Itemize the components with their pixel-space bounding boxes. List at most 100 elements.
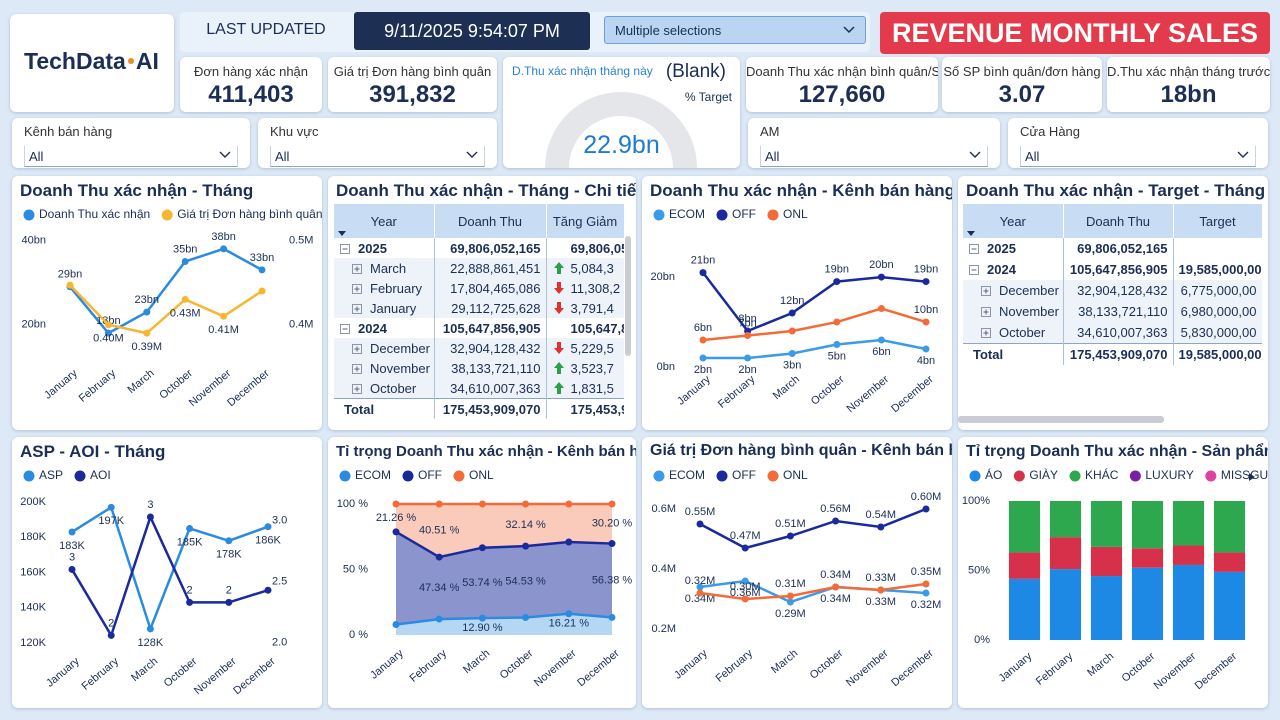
row-label: Total [334, 398, 435, 419]
cell: 105,647,856,905 [434, 318, 547, 338]
cell: 17,804,465,086 [434, 278, 547, 298]
cell: 69,806,052,165 [1063, 238, 1174, 259]
scrollbar[interactable] [625, 236, 631, 356]
filter-dropdown[interactable]: All [760, 146, 988, 167]
cell [1173, 238, 1262, 259]
cell: 105,647,856,905 [1063, 259, 1174, 280]
row-label: 2024 [334, 318, 435, 338]
chart-title: ASP - AOI - Tháng [20, 442, 166, 461]
sort-icon[interactable] [338, 231, 346, 236]
chart-title: Tỉ trọng Doanh Thu xác nhận - Kênh bán h… [336, 443, 636, 460]
row-label-text: 2024 [987, 262, 1016, 277]
cell-text: 19,585,000,00 [1178, 347, 1262, 362]
gauge-label: D.Thu xác nhận tháng này [512, 64, 653, 78]
table-panel: Doanh Thu xác nhận - Tháng - Chi tiết Ye… [328, 176, 636, 430]
expand-icon[interactable] [352, 283, 362, 294]
trend-arrow [553, 361, 564, 374]
expand-icon[interactable] [981, 307, 991, 317]
logo-dot [127, 58, 134, 64]
chart-title: Doanh Thu xác nhận - Kênh bán hàng [650, 181, 952, 200]
cell: 1,831,5 [546, 378, 624, 399]
filter-label: AM [760, 124, 780, 139]
collapse-icon[interactable] [969, 265, 979, 275]
chart-panel: Giá trị Đơn hàng bình quân - Kênh bán hà… [642, 437, 952, 708]
expand-icon[interactable] [352, 263, 362, 274]
filter-value: All [29, 149, 44, 164]
expand-icon[interactable] [352, 383, 362, 394]
filter-dropdown[interactable]: All [24, 146, 238, 167]
row-label: October [963, 322, 1064, 344]
row-label: December [334, 338, 435, 358]
cell: 69,806,052,165 [434, 238, 547, 258]
cell: 34,610,007,363 [434, 378, 547, 399]
legend-more[interactable] [1248, 472, 1256, 482]
scrollbar[interactable] [958, 416, 1164, 423]
filter: Kênh bán hàng All [12, 118, 250, 168]
kpi-card: Số SP bình quân/đơn hàng 3.07 [942, 57, 1102, 112]
filter-label: Cửa Hàng [1020, 124, 1081, 139]
expand-icon[interactable] [352, 343, 362, 354]
collapse-icon[interactable] [340, 243, 350, 254]
expand-icon[interactable] [352, 363, 362, 374]
expand-icon[interactable] [981, 328, 991, 338]
cell: 19,585,000,00 [1173, 259, 1262, 280]
selection-text: Multiple selections [615, 23, 722, 38]
cell-text: 38,133,721,110 [451, 360, 541, 376]
column-header: Doanh Thu [434, 204, 547, 238]
filter-dropdown[interactable]: All [1020, 146, 1256, 167]
cell: 5,830,000,00 [1173, 322, 1262, 344]
expand-icon[interactable] [352, 303, 362, 314]
row-label: February [334, 278, 435, 298]
cell-text: 34,610,007,363 [1077, 325, 1168, 340]
filter-value: All [275, 149, 290, 164]
logo: TechData AI [24, 48, 159, 75]
filter: AM All [748, 118, 1000, 168]
chevron [466, 151, 478, 158]
gauge-card: D.Thu xác nhận tháng này (Blank) % Targe… [503, 57, 740, 168]
cell-text: 3,523,7 [570, 360, 614, 376]
column-header: Target [1173, 204, 1262, 238]
chart-panel: Doanh Thu xác nhận - Tháng [12, 176, 322, 430]
row-label: 2025 [963, 238, 1064, 259]
row-label-text: 2025 [987, 241, 1016, 256]
cell-text: 22,888,861,451 [450, 260, 541, 276]
sort-icon[interactable] [967, 231, 975, 236]
row-label-text: December [999, 283, 1059, 298]
kpi-card: Giá trị Đơn hàng bình quân 391,832 [328, 57, 497, 112]
filter-dropdown[interactable]: All [270, 146, 485, 167]
row-label: Total [963, 343, 1064, 365]
cell-text: 5,229,5 [570, 340, 614, 356]
header-row: Year Doanh Thu Tăng Giảm [334, 204, 624, 238]
table-title: Doanh Thu xác nhận - Tháng - Chi tiết [336, 181, 636, 200]
cell: 34,610,007,363 [1063, 322, 1174, 344]
chart-title: Tỉ trọng Doanh Thu xác nhận - Sản phẩm [966, 443, 1268, 460]
column-header: Year [963, 204, 1064, 238]
row-label-text: November [370, 360, 430, 376]
group-row: 2025 69,806,052,165 [963, 238, 1262, 259]
table-row: November 38,133,721,110 6,980,000,00 [963, 301, 1262, 322]
cell-text: 69,806,052,165 [450, 240, 541, 256]
row-label: March [334, 258, 435, 278]
cell-text: 3,791,4 [570, 300, 614, 316]
cell-text: 17,804,465,086 [450, 280, 541, 296]
trend-arrow [553, 301, 564, 314]
chevron [1237, 151, 1249, 158]
kpi-label: Doanh Thu xác nhận bình quân/SP [746, 64, 938, 79]
table-panel: Doanh Thu xác nhận - Target - Tháng Year… [958, 176, 1268, 430]
collapse-icon[interactable] [969, 244, 979, 254]
cell: 19,585,000,00 [1173, 343, 1262, 365]
column-header: Doanh Thu [1063, 204, 1174, 238]
row-label-text: November [999, 304, 1059, 319]
column-header: Year [334, 204, 435, 238]
chart-title: Giá trị Đơn hàng bình quân - Kênh bán hà… [650, 442, 952, 459]
chevron [969, 151, 981, 158]
row-label: October [334, 378, 435, 399]
expand-icon[interactable] [981, 286, 991, 296]
collapse-icon[interactable] [340, 323, 350, 334]
selection-dropdown[interactable]: Multiple selections [604, 16, 866, 44]
row-label-text: December [370, 340, 430, 356]
table-row: January 29,112,725,628 3,791,4 [334, 298, 624, 318]
logo-card: TechData AI [10, 14, 174, 112]
row-label-text: February [370, 280, 423, 296]
cell: 22,888,861,451 [434, 258, 547, 278]
